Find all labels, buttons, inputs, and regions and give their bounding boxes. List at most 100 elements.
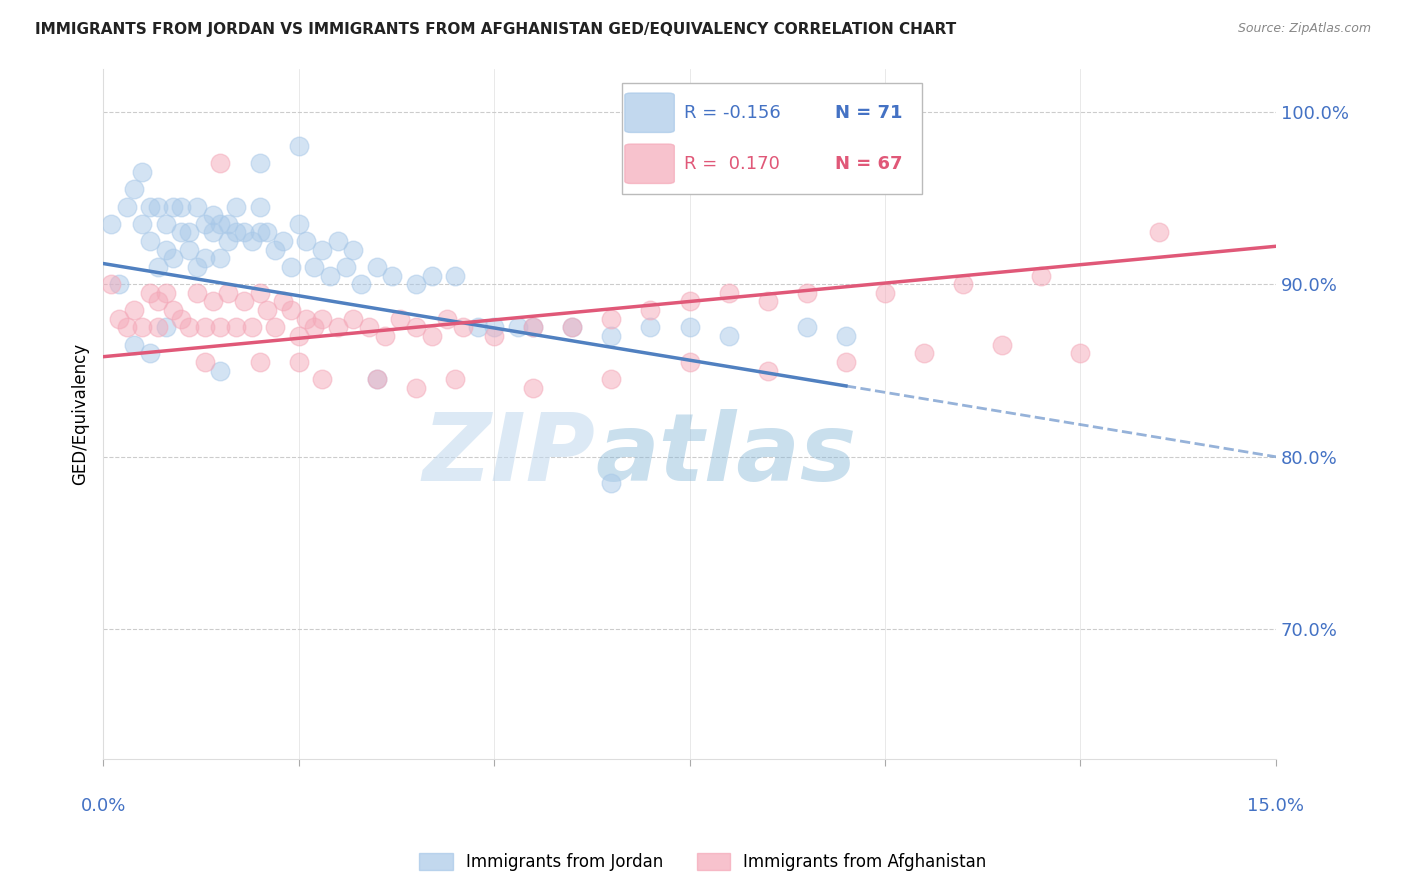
Point <box>444 372 467 386</box>
Point <box>264 320 287 334</box>
FancyBboxPatch shape <box>624 144 675 184</box>
Point <box>249 285 271 300</box>
Point <box>756 363 779 377</box>
Point <box>240 320 263 334</box>
Point <box>256 303 278 318</box>
Point <box>194 252 217 266</box>
Point <box>179 226 201 240</box>
Point <box>280 303 302 318</box>
Point <box>194 355 217 369</box>
Point <box>952 277 974 292</box>
Point <box>522 381 544 395</box>
Point <box>179 243 201 257</box>
Point <box>264 243 287 257</box>
Point <box>115 320 138 334</box>
Point <box>131 320 153 334</box>
Point <box>796 285 818 300</box>
Point <box>381 268 404 283</box>
Point <box>756 294 779 309</box>
Point <box>271 234 294 248</box>
Point <box>100 217 122 231</box>
Point <box>194 320 217 334</box>
Point <box>522 320 544 334</box>
Point <box>217 217 239 231</box>
Point <box>640 303 662 318</box>
Point <box>420 268 443 283</box>
Point <box>170 226 193 240</box>
Point <box>209 320 232 334</box>
Text: 15.0%: 15.0% <box>1247 797 1305 814</box>
Point <box>225 226 247 240</box>
Point <box>186 285 208 300</box>
Point <box>1069 346 1091 360</box>
Point <box>146 260 169 274</box>
Point <box>600 311 623 326</box>
Point <box>225 320 247 334</box>
Text: R = -0.156: R = -0.156 <box>683 103 780 121</box>
Point <box>217 285 239 300</box>
Point <box>115 200 138 214</box>
Point <box>482 329 505 343</box>
Point <box>678 294 700 309</box>
Text: R =  0.170: R = 0.170 <box>683 155 779 173</box>
Point <box>170 311 193 326</box>
Point <box>249 200 271 214</box>
Point <box>326 320 349 334</box>
Text: N = 67: N = 67 <box>835 155 903 173</box>
Point <box>335 260 357 274</box>
Point <box>796 320 818 334</box>
Point <box>311 372 333 386</box>
Point <box>873 285 896 300</box>
Point <box>389 311 412 326</box>
Text: ZIP: ZIP <box>423 409 596 501</box>
Y-axis label: GED/Equivalency: GED/Equivalency <box>72 343 89 484</box>
Point <box>991 337 1014 351</box>
Text: N = 71: N = 71 <box>835 103 903 121</box>
Point <box>155 217 177 231</box>
Point <box>295 311 318 326</box>
Point <box>678 355 700 369</box>
Point <box>186 260 208 274</box>
Point <box>678 320 700 334</box>
Point <box>232 294 254 309</box>
Point <box>209 363 232 377</box>
Point <box>124 337 146 351</box>
Point <box>717 285 740 300</box>
Point <box>640 320 662 334</box>
Point <box>366 372 388 386</box>
Point <box>405 277 427 292</box>
Point <box>100 277 122 292</box>
Point <box>155 285 177 300</box>
Point <box>139 346 162 360</box>
Point <box>131 165 153 179</box>
Point <box>467 320 489 334</box>
Point <box>194 217 217 231</box>
FancyBboxPatch shape <box>621 83 922 194</box>
Point <box>162 252 184 266</box>
Point <box>835 329 858 343</box>
Point <box>280 260 302 274</box>
Point <box>302 320 325 334</box>
Point <box>444 268 467 283</box>
Point <box>522 320 544 334</box>
Point <box>124 303 146 318</box>
Text: Source: ZipAtlas.com: Source: ZipAtlas.com <box>1237 22 1371 36</box>
Text: 0.0%: 0.0% <box>80 797 125 814</box>
Point <box>201 208 224 222</box>
Point <box>1031 268 1053 283</box>
Point <box>146 294 169 309</box>
Point <box>107 277 129 292</box>
FancyBboxPatch shape <box>624 93 675 132</box>
Point <box>201 294 224 309</box>
Point <box>561 320 583 334</box>
Point <box>139 285 162 300</box>
Point <box>139 234 162 248</box>
Point <box>342 243 364 257</box>
Point <box>249 355 271 369</box>
Point <box>436 311 458 326</box>
Point <box>835 355 858 369</box>
Point <box>482 320 505 334</box>
Point <box>1147 226 1170 240</box>
Point <box>600 372 623 386</box>
Point <box>287 139 309 153</box>
